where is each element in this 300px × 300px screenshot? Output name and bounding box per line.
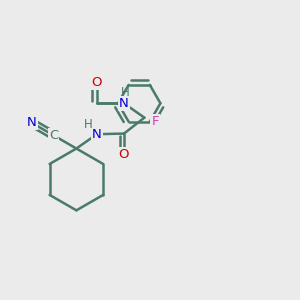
Text: N: N — [119, 97, 129, 110]
Text: O: O — [119, 148, 129, 161]
Text: H: H — [84, 118, 93, 131]
Text: F: F — [152, 115, 159, 128]
Text: N: N — [27, 116, 37, 129]
Text: N: N — [92, 128, 102, 141]
Text: H: H — [121, 86, 129, 100]
Text: C: C — [49, 129, 58, 142]
Text: O: O — [92, 76, 102, 89]
